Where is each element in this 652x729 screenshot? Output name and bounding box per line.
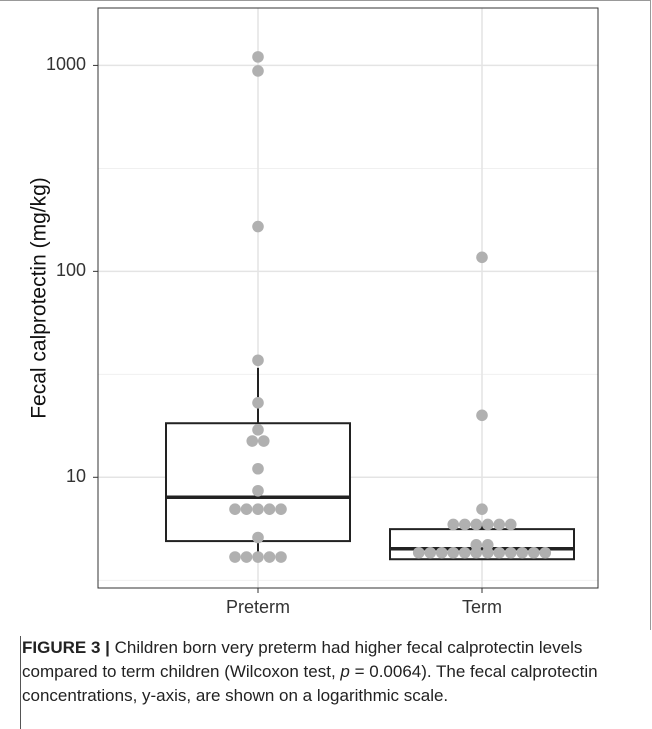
y-tick-label: 1000 [46,54,86,74]
point [252,424,264,436]
point [504,518,517,531]
point [252,65,264,77]
point [470,539,483,551]
point [424,546,437,559]
point [481,539,494,551]
point [493,518,506,531]
point [447,518,460,531]
point [504,546,517,559]
plot-border [97,7,599,589]
x-tick-label: Term [462,597,502,617]
point [252,503,264,515]
point [470,518,483,531]
point [476,251,488,264]
caption-text: = 0.0064). The fecal calprotectin concen… [22,662,598,705]
caption-text: Children born very preterm had higher fe… [22,638,583,681]
point [275,503,287,515]
point [229,503,241,515]
point [246,435,259,447]
caption-label: FIGURE 3 | [22,638,110,657]
x-tick-label: Preterm [226,597,290,617]
y-tick-label: 10 [66,466,86,486]
point [252,531,264,544]
point [263,503,276,515]
point [240,551,253,563]
point [252,484,264,497]
point [229,551,241,563]
caption-italic: p [340,662,350,681]
point [252,354,264,367]
caption-rule [20,636,21,729]
point [252,220,264,233]
point [481,518,494,531]
point [470,546,483,559]
point [252,551,264,563]
point [447,546,460,559]
point [516,546,529,559]
point [257,435,270,447]
point [476,503,488,515]
chart: Fecal calprotectin (mg/kg) 10 100 1000 Pret… [0,0,651,630]
point [435,546,448,559]
point [481,546,494,559]
point [458,518,471,531]
point [527,546,540,559]
point [493,546,506,559]
point [539,546,552,559]
point [263,551,276,563]
point [412,546,425,559]
point [252,462,264,475]
point [476,409,488,422]
y-axis-label: Fecal calprotectin (mg/kg) [28,177,51,419]
point [252,51,264,63]
caption: FIGURE 3 | Children born very preterm ha… [20,636,642,708]
point [458,546,471,559]
point [275,551,287,563]
y-tick-label: 100 [56,260,86,280]
point [252,396,264,409]
point [240,503,253,515]
